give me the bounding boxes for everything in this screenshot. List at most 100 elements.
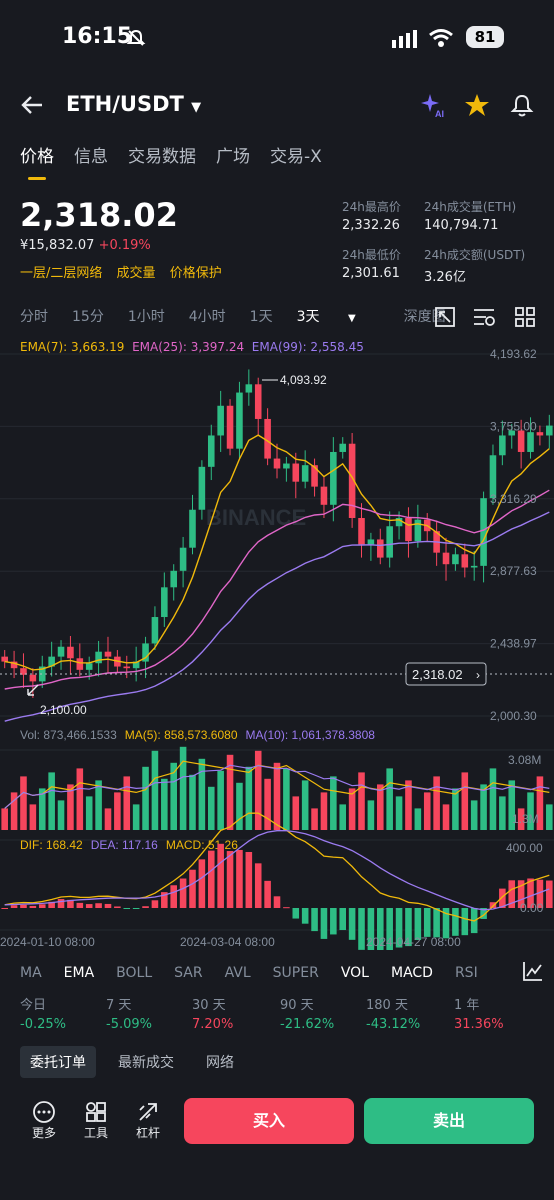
chevron-right-icon: › bbox=[476, 668, 480, 682]
ma10-value: MA(10): 1,061,378.3808 bbox=[246, 728, 376, 742]
candle-body bbox=[320, 486, 328, 505]
macd-histogram-bar bbox=[527, 878, 534, 908]
macd-histogram-bar bbox=[320, 908, 328, 939]
candle-body bbox=[85, 663, 93, 670]
status-time: 16:15 bbox=[62, 24, 133, 49]
macd-histogram-bar bbox=[489, 902, 497, 908]
interval-1h[interactable]: 1小时 bbox=[127, 309, 165, 325]
tag-network[interactable]: 一层/二层网络 bbox=[20, 266, 103, 281]
macd-histogram-bar bbox=[499, 888, 506, 908]
fullscreen-icon[interactable] bbox=[434, 306, 456, 328]
tab-info[interactable]: 信息 bbox=[74, 147, 108, 167]
battery-indicator: 81 bbox=[466, 26, 504, 48]
volume-bar bbox=[339, 804, 347, 830]
macd-histogram-bar bbox=[114, 906, 121, 908]
ema-legend: EMA(7): 3,663.19 EMA(25): 3,397.24 EMA(9… bbox=[20, 340, 364, 354]
tool-avl[interactable]: AVL bbox=[224, 965, 251, 981]
low-marker: 2,100.00 bbox=[40, 703, 87, 717]
high-value: 2,332.26 bbox=[342, 218, 400, 233]
macd-histogram-bar bbox=[386, 908, 393, 950]
last-price-marker-box[interactable] bbox=[405, 662, 487, 686]
macd-histogram-bar bbox=[254, 863, 262, 908]
tool-ma[interactable]: MA bbox=[20, 965, 42, 981]
tool-macd[interactable]: MACD bbox=[390, 965, 433, 981]
trading-pair-selector[interactable]: ETH/USDT ▼ bbox=[66, 92, 201, 116]
macd-histogram-bar bbox=[95, 903, 102, 908]
perf-180d: 180 天 -43.12% bbox=[366, 994, 420, 1032]
candle-body bbox=[546, 425, 553, 436]
interval-15m[interactable]: 15分 bbox=[72, 309, 104, 325]
layout-grid-icon[interactable] bbox=[514, 306, 536, 328]
tool-ema[interactable]: EMA bbox=[63, 965, 95, 981]
volume-bar bbox=[348, 788, 356, 830]
candle-body bbox=[480, 498, 487, 566]
tab-network[interactable]: 网络 bbox=[206, 1055, 234, 1071]
candle-body bbox=[198, 466, 206, 510]
volume-bar bbox=[377, 784, 384, 830]
interval-4h[interactable]: 4小时 bbox=[188, 309, 226, 325]
candle-body bbox=[330, 451, 337, 505]
candlestick-chart[interactable]: BINANCE 4,193.62 3,755.00 3,316.29 2,877.63… bbox=[0, 340, 554, 950]
ma5-value: MA(5): 858,573.6080 bbox=[125, 728, 238, 742]
tool-super[interactable]: SUPER bbox=[272, 965, 319, 981]
x-label-3: 2024-04-27 08:00 bbox=[366, 935, 461, 949]
interval-1d[interactable]: 1天 bbox=[249, 309, 273, 325]
tool-sar[interactable]: SAR bbox=[174, 965, 203, 981]
macd-histogram-bar bbox=[480, 908, 487, 919]
volume-bar bbox=[470, 800, 478, 830]
ema99-line bbox=[4, 511, 550, 722]
dea-value: DEA: 117.16 bbox=[91, 838, 158, 852]
tab-price[interactable]: 价格 bbox=[20, 147, 54, 167]
macd-histogram-bar bbox=[442, 908, 450, 939]
buy-button[interactable]: 买入 bbox=[184, 1098, 354, 1144]
tool-rsi[interactable]: RSI bbox=[454, 965, 478, 981]
candle-body bbox=[414, 519, 422, 542]
price-alert-bell-icon[interactable] bbox=[510, 93, 534, 119]
tag-volume[interactable]: 成交量 bbox=[116, 266, 156, 281]
status-bar: 16:15 81 bbox=[0, 0, 554, 76]
interval-3d[interactable]: 3天 ▼ bbox=[297, 306, 380, 326]
chart-settings-icon[interactable] bbox=[472, 306, 496, 328]
candle-body bbox=[527, 432, 534, 452]
macd-histogram-bar bbox=[433, 908, 440, 938]
macd-histogram-bar bbox=[423, 908, 431, 937]
tab-square[interactable]: 广场 bbox=[216, 147, 250, 167]
indicator-chart-icon[interactable] bbox=[522, 960, 544, 982]
tab-trading-data[interactable]: 交易数据 bbox=[128, 147, 196, 167]
macd-axis-top: 400.00 bbox=[506, 841, 543, 855]
macd-histogram-bar bbox=[264, 880, 271, 908]
interval-time[interactable]: 分时 bbox=[20, 309, 48, 325]
volume-bar bbox=[264, 778, 271, 830]
leverage-button[interactable]: 杠杆 bbox=[128, 1100, 168, 1141]
favorite-star-icon[interactable] bbox=[464, 93, 490, 117]
tab-latest-trades[interactable]: 最新成交 bbox=[118, 1055, 174, 1071]
tools-label: 工具 bbox=[83, 1126, 108, 1140]
tool-boll[interactable]: BOLL bbox=[116, 965, 153, 981]
candle-body bbox=[67, 646, 74, 659]
tag-price-protection[interactable]: 价格保护 bbox=[169, 266, 222, 281]
binance-watermark: BINANCE bbox=[206, 505, 306, 530]
tab-open-orders[interactable]: 委托订单 bbox=[20, 1046, 96, 1078]
ai-sparkle-icon[interactable]: AI bbox=[420, 92, 446, 118]
macd-histogram-bar bbox=[245, 851, 253, 908]
tools-button[interactable]: 工具 bbox=[76, 1100, 116, 1141]
tab-trade-x[interactable]: 交易-X bbox=[270, 147, 322, 167]
more-button[interactable]: 更多 bbox=[24, 1100, 64, 1141]
perf-30d-label: 30 天 bbox=[192, 998, 226, 1013]
macd-histogram-bar bbox=[10, 905, 18, 908]
interval-bar: 分时 15分 1小时 4小时 1天 3天 ▼ 深度图 bbox=[20, 306, 470, 326]
macd-histogram-bar bbox=[546, 880, 553, 908]
candle-body bbox=[377, 539, 384, 558]
chevron-down-icon: ▼ bbox=[347, 313, 356, 324]
volume-bar bbox=[151, 750, 159, 830]
sell-button[interactable]: 卖出 bbox=[364, 1098, 534, 1144]
tool-vol[interactable]: VOL bbox=[340, 965, 369, 981]
macd-histogram-bar bbox=[517, 880, 525, 908]
perf-90d-label: 90 天 bbox=[280, 998, 314, 1013]
candle-body bbox=[348, 443, 356, 518]
volume-bar bbox=[330, 776, 337, 830]
price-axis-label: 2,000.30 bbox=[490, 709, 537, 723]
price-tags: 一层/二层网络 成交量 价格保护 bbox=[20, 262, 232, 281]
macd-histogram-bar bbox=[48, 901, 55, 908]
back-arrow-icon[interactable] bbox=[20, 94, 44, 116]
